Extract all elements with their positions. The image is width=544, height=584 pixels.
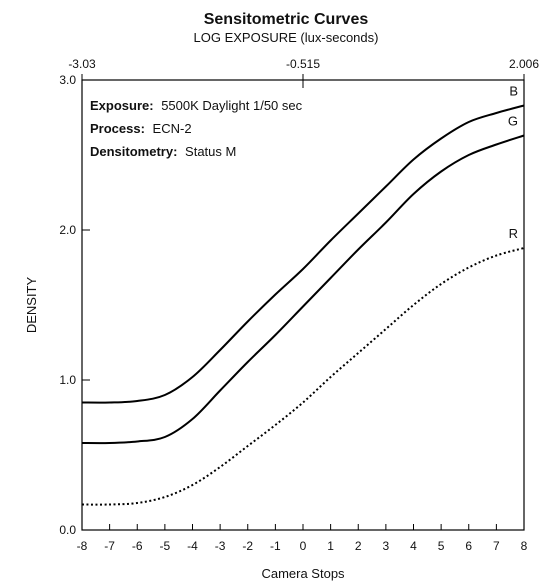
x-tick-label: -3: [215, 539, 226, 553]
y-axis-label: DENSITY: [24, 277, 39, 334]
top-axis-ticks: -3.03 -0.515 2.006: [68, 57, 539, 88]
x-tick-label: -6: [132, 539, 143, 553]
top-tick-label: 2.006: [509, 57, 539, 71]
series-label-r: R: [509, 226, 518, 241]
y-tick-label: 0.0: [59, 523, 76, 537]
annotation-exposure-label: Exposure:: [90, 98, 154, 113]
top-axis-label: LOG EXPOSURE (lux-seconds): [194, 30, 379, 45]
x-tick-label: -5: [160, 539, 171, 553]
annotation-exposure: Exposure: 5500K Daylight 1/50 sec: [90, 98, 303, 113]
y-tick-label: 2.0: [59, 223, 76, 237]
x-tick-label: -4: [187, 539, 198, 553]
x-tick-label: 8: [521, 539, 528, 553]
y-tick-label: 3.0: [59, 73, 76, 87]
top-tick-label: -0.515: [286, 57, 320, 71]
annotation-densitometry-label: Densitometry:: [90, 144, 177, 159]
x-tick-label: 4: [410, 539, 417, 553]
series-label-g: G: [508, 114, 518, 129]
x-tick-label: 2: [355, 539, 362, 553]
x-tick-label: 0: [300, 539, 307, 553]
series-line-r: [81, 247, 525, 506]
y-tick-label: 1.0: [59, 373, 76, 387]
x-tick-label: 6: [465, 539, 472, 553]
x-tick-label: 7: [493, 539, 500, 553]
x-axis-label: Camera Stops: [261, 566, 345, 581]
series-line-g: [81, 134, 525, 445]
x-tick-label: -1: [270, 539, 281, 553]
x-axis-ticks: -8 -7 -6 -5 -4 -3 -2 -1 0 1 2 3 4 5 6 7 8: [77, 524, 528, 553]
series-layer: BG R: [81, 84, 525, 506]
chart-title: Sensitometric Curves: [204, 11, 369, 28]
annotation-process: Process: ECN-2: [90, 121, 192, 136]
annotation-densitometry: Densitometry: Status M: [90, 144, 236, 159]
x-tick-label: -7: [104, 539, 115, 553]
x-tick-label: -8: [77, 539, 88, 553]
y-axis-ticks: 0.0 1.0 2.0 3.0: [59, 73, 90, 537]
x-tick-label: -2: [242, 539, 253, 553]
annotation-process-value: ECN-2: [153, 121, 192, 136]
x-tick-label: 3: [383, 539, 390, 553]
annotation-exposure-value: 5500K Daylight 1/50 sec: [161, 98, 302, 113]
top-tick-label: -3.03: [68, 57, 96, 71]
x-tick-label: 5: [438, 539, 445, 553]
annotation-process-label: Process:: [90, 121, 145, 136]
x-tick-label: 1: [327, 539, 334, 553]
series-label-b: B: [509, 84, 518, 99]
annotation-densitometry-value: Status M: [185, 144, 236, 159]
series-line-b: [81, 104, 525, 404]
